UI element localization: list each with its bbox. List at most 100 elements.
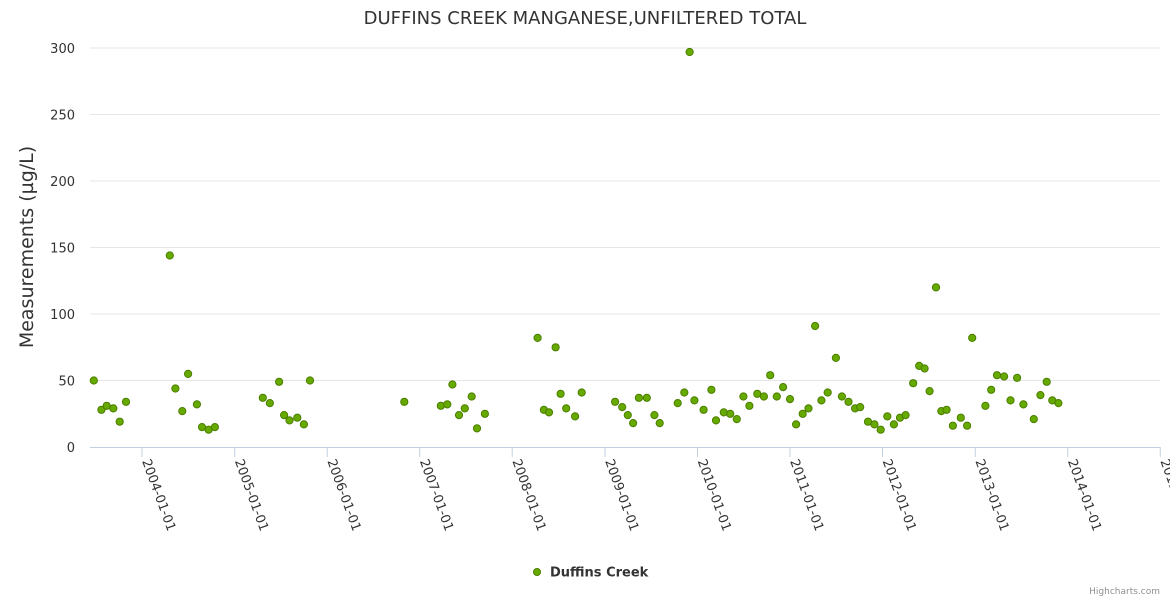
- data-point[interactable]: [920, 364, 929, 373]
- data-point[interactable]: [883, 412, 892, 421]
- data-point[interactable]: [210, 423, 219, 432]
- data-point[interactable]: [837, 392, 847, 401]
- data-point[interactable]: [909, 379, 918, 388]
- data-point[interactable]: [792, 420, 801, 429]
- data-point[interactable]: [726, 409, 735, 418]
- data-point[interactable]: [901, 411, 910, 420]
- data-point[interactable]: [115, 417, 124, 426]
- data-point[interactable]: [772, 392, 781, 401]
- data-point[interactable]: [732, 415, 741, 424]
- data-point[interactable]: [798, 409, 807, 418]
- data-point[interactable]: [963, 421, 972, 430]
- data-point[interactable]: [544, 408, 554, 417]
- data-point[interactable]: [992, 371, 1002, 380]
- data-point[interactable]: [707, 385, 716, 394]
- data-point[interactable]: [811, 321, 820, 331]
- data-point[interactable]: [699, 405, 708, 414]
- data-point[interactable]: [436, 401, 445, 410]
- data-point[interactable]: [817, 396, 826, 405]
- data-point[interactable]: [285, 416, 294, 425]
- data-point[interactable]: [460, 404, 469, 413]
- y-tick-label: 300: [50, 42, 75, 57]
- data-point[interactable]: [258, 393, 267, 402]
- data-point[interactable]: [1036, 391, 1045, 400]
- data-point[interactable]: [400, 397, 409, 406]
- data-point[interactable]: [467, 392, 476, 401]
- legend[interactable]: Duffins Creek: [533, 566, 649, 581]
- data-point[interactable]: [931, 283, 941, 292]
- data-point[interactable]: [634, 393, 644, 402]
- data-point[interactable]: [121, 397, 131, 406]
- data-point[interactable]: [97, 405, 106, 414]
- data-point[interactable]: [448, 380, 457, 389]
- data-point[interactable]: [611, 397, 620, 406]
- data-point[interactable]: [673, 399, 682, 408]
- data-point[interactable]: [889, 420, 899, 429]
- data-point[interactable]: [280, 411, 289, 420]
- data-point[interactable]: [299, 420, 308, 429]
- data-point[interactable]: [171, 384, 180, 393]
- data-point[interactable]: [968, 333, 977, 342]
- data-point[interactable]: [1054, 399, 1063, 408]
- data-point[interactable]: [623, 411, 632, 420]
- data-point[interactable]: [650, 411, 659, 420]
- data-point[interactable]: [533, 333, 542, 342]
- data-point[interactable]: [870, 420, 879, 429]
- data-point[interactable]: [556, 389, 565, 398]
- data-point[interactable]: [618, 403, 627, 412]
- data-point[interactable]: [942, 405, 951, 414]
- data-point[interactable]: [831, 353, 841, 362]
- data-point[interactable]: [876, 425, 885, 434]
- data-point[interactable]: [655, 419, 664, 428]
- data-point[interactable]: [443, 400, 452, 409]
- credits-link[interactable]: Highcharts.com: [1089, 587, 1160, 597]
- legend-item-duffins-creek[interactable]: Duffins Creek: [550, 566, 649, 581]
- data-point[interactable]: [766, 371, 775, 380]
- data-point[interactable]: [844, 397, 853, 406]
- data-point[interactable]: [571, 412, 580, 421]
- data-point[interactable]: [925, 387, 934, 396]
- data-point[interactable]: [680, 388, 689, 397]
- data-point[interactable]: [823, 388, 832, 397]
- chart-title: DUFFINS CREEK MANGANESE,UNFILTERED TOTAL: [364, 8, 807, 29]
- data-point[interactable]: [480, 409, 489, 418]
- data-point[interactable]: [711, 416, 721, 425]
- data-point[interactable]: [779, 383, 788, 392]
- data-point[interactable]: [184, 369, 193, 378]
- data-point[interactable]: [685, 47, 694, 57]
- data-point[interactable]: [275, 377, 284, 386]
- data-point[interactable]: [165, 251, 174, 260]
- data-point[interactable]: [1000, 372, 1009, 381]
- legend-marker[interactable]: [533, 568, 541, 576]
- data-point[interactable]: [739, 392, 748, 401]
- data-point[interactable]: [192, 400, 201, 409]
- data-point[interactable]: [759, 392, 769, 401]
- data-point[interactable]: [690, 396, 699, 405]
- data-point[interactable]: [293, 413, 302, 422]
- data-point[interactable]: [265, 399, 274, 408]
- data-point[interactable]: [642, 393, 651, 402]
- data-point[interactable]: [856, 403, 865, 412]
- data-point[interactable]: [109, 404, 118, 413]
- data-point[interactable]: [1042, 377, 1051, 386]
- data-point[interactable]: [1029, 415, 1038, 424]
- data-point[interactable]: [577, 388, 586, 397]
- data-point[interactable]: [89, 376, 98, 385]
- data-point[interactable]: [551, 343, 560, 352]
- data-point[interactable]: [804, 404, 813, 413]
- data-point[interactable]: [981, 401, 990, 410]
- data-point[interactable]: [629, 419, 638, 428]
- data-point[interactable]: [454, 411, 464, 420]
- data-point[interactable]: [1013, 373, 1022, 382]
- data-point[interactable]: [785, 395, 795, 404]
- data-point[interactable]: [956, 413, 965, 422]
- data-point[interactable]: [178, 407, 187, 416]
- data-point[interactable]: [562, 404, 571, 413]
- data-point[interactable]: [745, 401, 754, 410]
- data-point[interactable]: [472, 424, 482, 433]
- data-point[interactable]: [1019, 400, 1028, 409]
- data-point[interactable]: [948, 421, 958, 430]
- data-point[interactable]: [305, 376, 315, 385]
- data-point[interactable]: [1006, 396, 1015, 405]
- data-point[interactable]: [987, 385, 996, 394]
